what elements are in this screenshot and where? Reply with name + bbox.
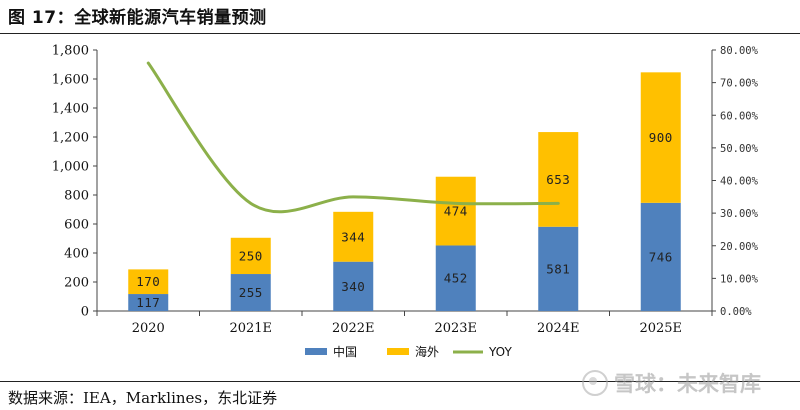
legend-swatch-0 (305, 348, 327, 355)
data-label-overseas: 344 (341, 229, 365, 244)
data-label-china: 746 (649, 249, 673, 264)
left-tick-label: 1,200 (52, 131, 89, 146)
bar-overseas (128, 269, 169, 295)
bar-overseas (435, 176, 476, 246)
data-label-china: 581 (546, 261, 570, 276)
right-tick-label: 0.00% (720, 306, 752, 318)
legend-label-0: 中国 (333, 344, 357, 359)
top-rule (0, 33, 800, 34)
left-tick-label: 600 (64, 218, 89, 233)
right-tick-label: 70.00% (720, 78, 759, 90)
x-tick-label: 2020 (132, 321, 165, 336)
snowball-logo-icon (582, 370, 608, 396)
x-tick-label: 2022E (332, 321, 375, 336)
right-tick-label: 60.00% (720, 110, 759, 122)
bar-china (640, 202, 681, 311)
data-label-overseas: 250 (239, 248, 263, 263)
left-tick-label: 200 (64, 276, 89, 291)
bar-china (333, 261, 374, 311)
legend-swatch-1 (387, 348, 409, 355)
watermark-text: 雪球：未来智库 (614, 372, 761, 396)
bar-china (128, 294, 169, 311)
x-tick-label: 2021E (229, 321, 272, 336)
x-tick-label: 2023E (434, 321, 477, 336)
bar-overseas (230, 237, 271, 275)
right-tick-label: 50.00% (720, 143, 759, 155)
left-tick-label: 1,600 (52, 73, 89, 88)
left-tick-label: 400 (64, 247, 89, 262)
bar-china (435, 245, 476, 311)
bottom-rule (0, 381, 800, 382)
left-tick-label: 1,800 (52, 44, 89, 59)
left-tick-label: 800 (64, 189, 89, 204)
data-label-overseas: 170 (136, 274, 160, 289)
data-label-china: 255 (239, 285, 263, 300)
yoy-line (146, 61, 560, 214)
left-tick-label: 1,400 (52, 102, 89, 117)
data-label-overseas: 474 (444, 204, 468, 219)
right-tick-label: 40.00% (720, 176, 759, 188)
bar-overseas (640, 72, 681, 203)
data-label-china: 117 (136, 295, 160, 310)
legend-label-2: YOY (488, 345, 512, 359)
left-tick-label: 1,000 (52, 160, 89, 175)
right-tick-label: 10.00% (720, 273, 759, 285)
right-tick-label: 30.00% (720, 208, 759, 220)
x-tick-label: 2024E (537, 321, 580, 336)
right-tick-label: 20.00% (720, 241, 759, 253)
figure-title: 图 17：全球新能源汽车销量预测 (8, 8, 267, 28)
source-note: 数据来源：IEA，Marklines，东北证券 (8, 389, 278, 407)
legend-label-1: 海外 (415, 344, 439, 359)
data-label-china: 452 (444, 271, 468, 286)
bar-china (538, 226, 579, 311)
bar-overseas (538, 132, 579, 227)
right-tick-label: 80.00% (720, 45, 759, 57)
watermark: 雪球：未来智库 (582, 368, 761, 398)
data-label-overseas: 900 (649, 130, 673, 145)
data-label-china: 340 (341, 279, 365, 294)
left-tick-label: 0 (81, 305, 89, 320)
data-label-overseas: 653 (546, 172, 570, 187)
bar-china (230, 274, 271, 311)
x-tick-label: 2025E (639, 321, 682, 336)
bar-overseas (333, 211, 374, 262)
